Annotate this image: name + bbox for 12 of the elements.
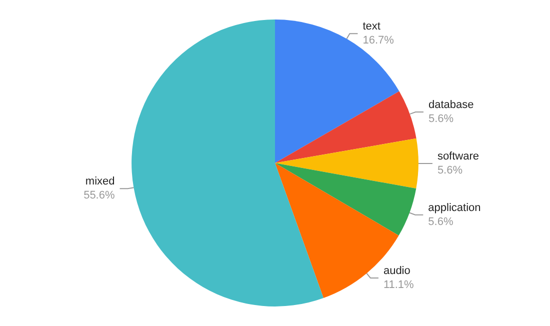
slice-label: text	[362, 20, 380, 33]
data-label: 5.6%	[428, 216, 454, 228]
slice-label: mixed	[85, 176, 115, 188]
data-label: 5.6%	[428, 113, 454, 126]
data-label: 55.6%	[84, 190, 115, 202]
slice-label: application	[428, 202, 481, 214]
slice-label: audio	[383, 264, 410, 277]
data-label: 5.6%	[437, 164, 463, 176]
slice-label: software	[437, 150, 480, 162]
data-label: 11.1%	[383, 278, 414, 291]
data-label: 16.7%	[362, 34, 394, 47]
slice-label: database	[428, 99, 474, 112]
